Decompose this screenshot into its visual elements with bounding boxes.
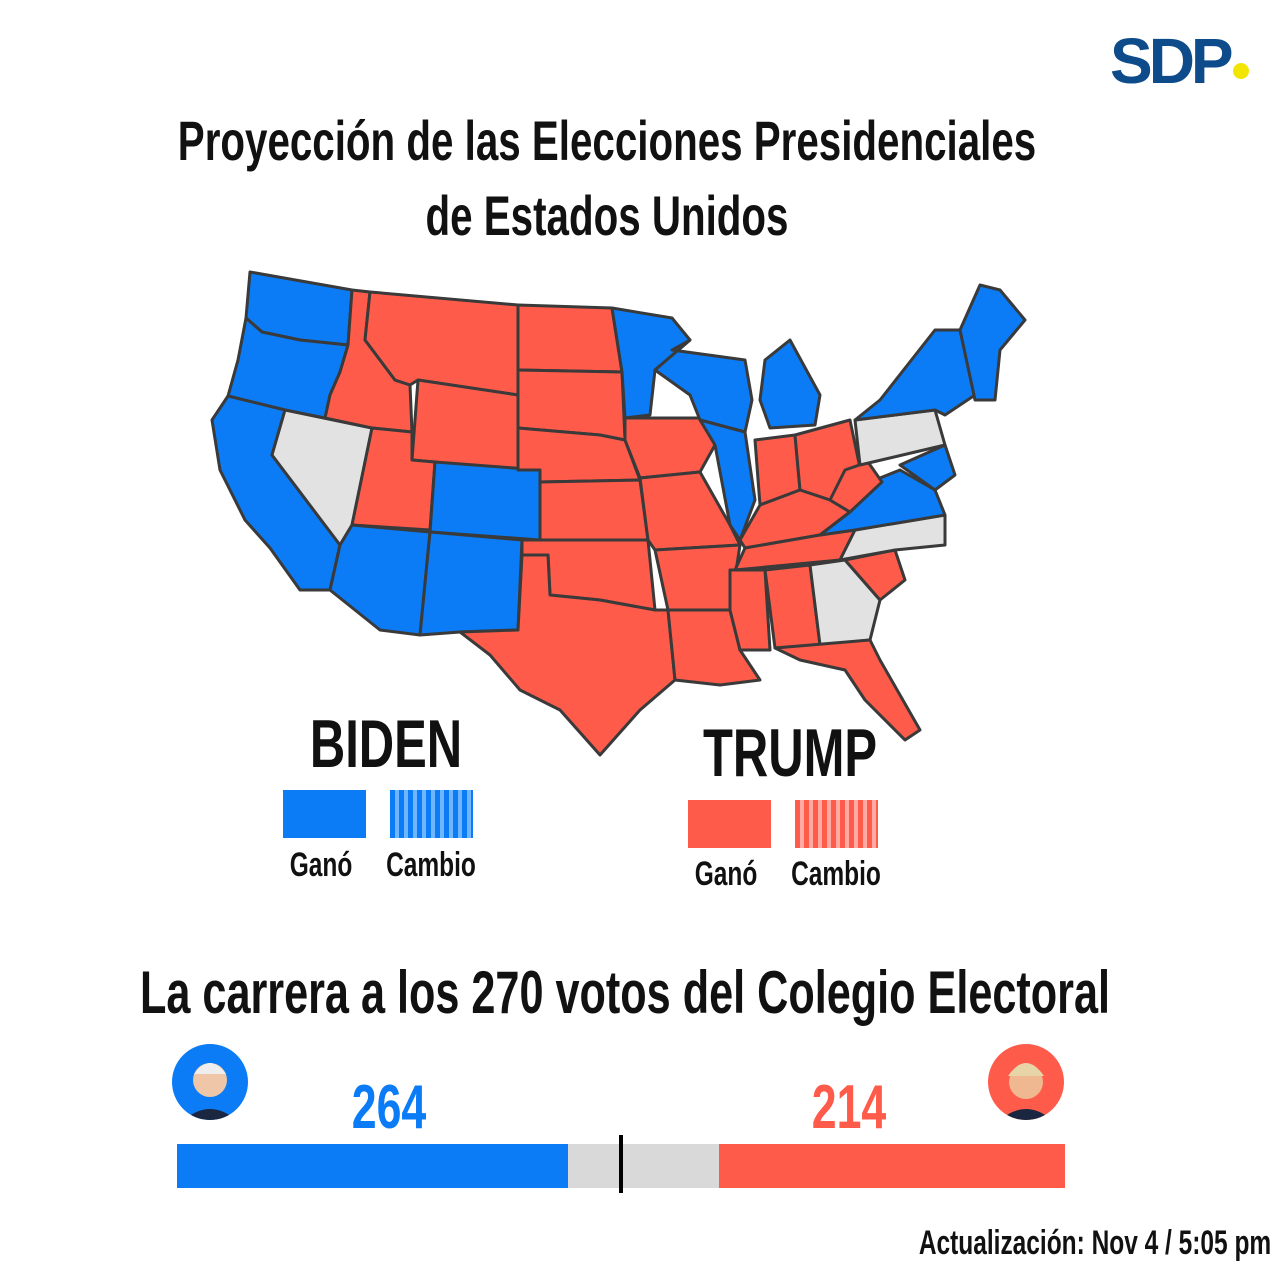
state-ar	[653, 543, 742, 612]
biden-votes: 264	[351, 1073, 427, 1142]
state-fl	[773, 638, 922, 742]
trump-flip-swatch	[795, 800, 878, 848]
state-ms	[728, 568, 772, 652]
state-ia	[623, 416, 717, 480]
state-ks	[538, 478, 650, 542]
sdp-logo: SDP	[1110, 25, 1234, 97]
biden-flip-swatch	[390, 790, 473, 838]
biden-won-label: Ganó	[289, 846, 353, 884]
biden-vote-bar	[177, 1144, 568, 1188]
state-new-england	[958, 283, 1027, 402]
trump-won-swatch	[688, 800, 771, 848]
state-co	[428, 460, 542, 542]
state-nd	[516, 303, 624, 374]
state-nc	[838, 513, 947, 562]
biden-legend-name: BIDEN	[309, 706, 463, 782]
biden-flip-label: Cambio	[386, 846, 476, 884]
state-md-de-nj	[898, 443, 957, 492]
us-map	[210, 270, 1027, 757]
state-nm	[418, 530, 524, 637]
state-az	[328, 523, 432, 637]
logo-dot	[1233, 63, 1249, 79]
state-wy	[410, 378, 520, 472]
update-timestamp: Actualización: Nov 4 / 5:05 pm	[918, 1224, 1272, 1262]
title-line2: de Estados Unidos	[425, 184, 789, 247]
biden-avatar	[172, 1044, 248, 1120]
biden-won-swatch	[283, 790, 366, 838]
race-title: La carrera a los 270 votos del Colegio E…	[140, 959, 1110, 1026]
trump-legend-name: TRUMP	[702, 715, 878, 791]
state-tx	[458, 553, 677, 757]
270-threshold-marker	[619, 1135, 623, 1193]
trump-flip-label: Cambio	[791, 855, 881, 893]
state-mn	[610, 306, 692, 420]
title-line1: Proyección de las Elecciones Presidencia…	[177, 109, 1037, 172]
trump-avatar	[988, 1044, 1064, 1120]
trump-won-label: Ganó	[694, 855, 758, 893]
trump-votes: 214	[811, 1073, 887, 1142]
trump-vote-bar	[719, 1144, 1065, 1188]
state-mi	[758, 338, 822, 430]
state-ny	[853, 328, 977, 422]
